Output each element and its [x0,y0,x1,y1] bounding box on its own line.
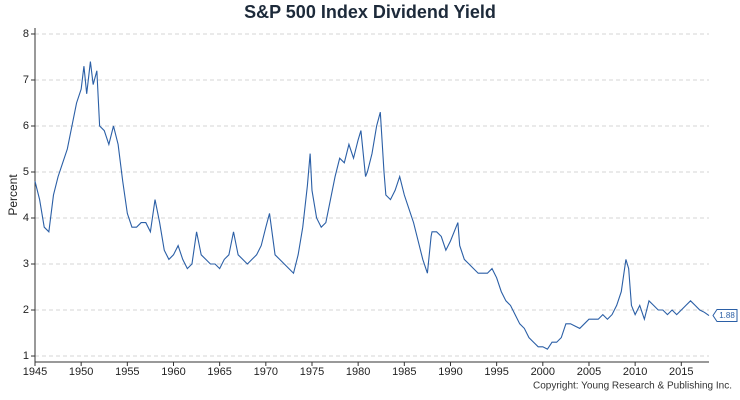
y-tick-label: 8 [23,28,29,40]
end-label: 1.88 [719,311,735,320]
x-tick-label: 1975 [300,366,324,378]
x-tick-label: 2015 [669,366,693,378]
copyright: Copyright: Young Research & Publishing I… [533,381,732,392]
x-tick-label: 1980 [346,366,370,378]
x-tick-label: 1945 [23,366,47,378]
x-tick-label: 2005 [577,366,601,378]
x-tick-label: 1970 [254,366,278,378]
x-tick-label: 1960 [161,366,185,378]
x-tick-label: 2010 [623,366,647,378]
y-tick-label: 7 [23,74,29,86]
x-tick-label: 1995 [484,366,508,378]
y-tick-label: 1 [23,350,29,362]
x-tick-label: 1985 [392,366,416,378]
chart-title: S&P 500 Index Dividend Yield [244,2,496,22]
y-axis-label: Percent [6,174,20,216]
y-tick-label: 2 [23,304,29,316]
y-tick-label: 5 [23,166,29,178]
x-tick-label: 1950 [69,366,93,378]
data-line [34,61,710,350]
y-tick-label: 3 [23,258,29,270]
y-tick-label: 6 [23,120,29,132]
end-label-box [712,309,738,323]
x-tick-label: 1990 [438,366,462,378]
y-tick-label: 4 [23,212,29,224]
x-tick-label: 2000 [531,366,555,378]
x-tick-label: 1955 [115,366,139,378]
x-tick-label: 1965 [207,366,231,378]
